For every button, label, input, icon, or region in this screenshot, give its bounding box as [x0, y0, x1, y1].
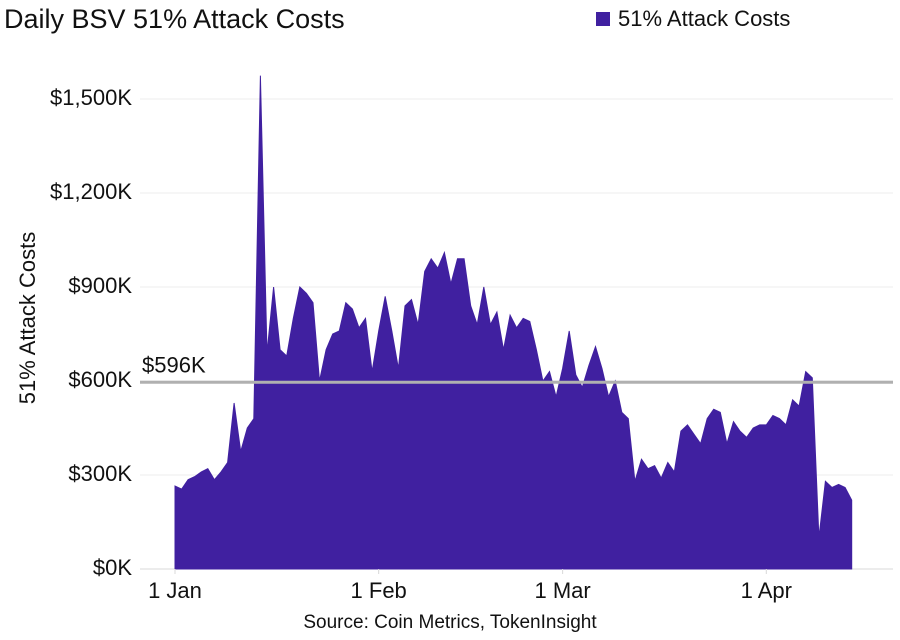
- series-area: [174, 75, 853, 570]
- legend-label: 51% Attack Costs: [618, 6, 791, 31]
- y-axis-label: 51% Attack Costs: [15, 232, 40, 404]
- y-tick-label: $1,500K: [50, 85, 132, 110]
- y-tick-label: $600K: [68, 367, 132, 392]
- x-tick-label: 1 Mar: [535, 578, 591, 603]
- chart-title: Daily BSV 51% Attack Costs: [4, 4, 345, 34]
- legend-swatch: [596, 12, 610, 26]
- reference-line-label: $596K: [142, 352, 206, 377]
- source-note: Source: Coin Metrics, TokenInsight: [303, 612, 597, 633]
- x-tick-label: 1 Feb: [351, 578, 407, 603]
- y-tick-label: $900K: [68, 273, 132, 298]
- y-tick-label: $300K: [68, 461, 132, 486]
- x-tick-label: 1 Apr: [741, 578, 792, 603]
- y-axis-ticks: $0K $300K $600K $900K $1,200K $1,500K: [50, 85, 132, 580]
- area-layer: [174, 75, 853, 570]
- reference-layer: $596K: [140, 352, 893, 384]
- y-tick-label: $0K: [93, 555, 132, 580]
- legend: 51% Attack Costs: [596, 6, 790, 32]
- x-tick-label: 1 Jan: [148, 578, 202, 603]
- x-axis-ticks: 1 Jan 1 Feb 1 Mar 1 Apr: [148, 569, 792, 603]
- y-tick-label: $1,200K: [50, 179, 132, 204]
